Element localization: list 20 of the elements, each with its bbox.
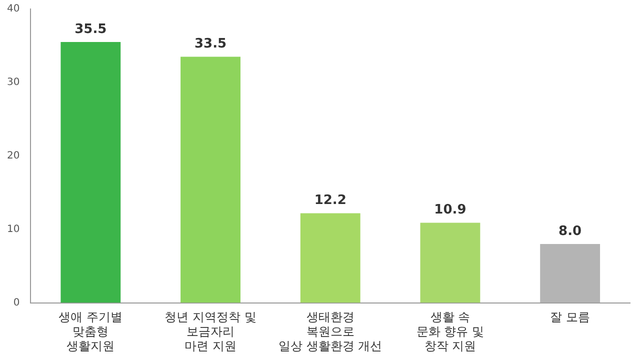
y-tick-label: 0 xyxy=(13,297,20,308)
bar xyxy=(300,213,360,303)
data-label: 12.2 xyxy=(314,193,346,208)
bar xyxy=(540,244,600,303)
x-tick-label: 생태환경 복원으로 일상 생활환경 개선 xyxy=(278,310,382,353)
x-tick-label: 청년 지역정착 및 보금자리 마련 지원 xyxy=(164,310,256,353)
data-label: 8.0 xyxy=(558,224,582,239)
x-tick-label: 잘 모름 xyxy=(550,310,590,324)
y-tick-label: 30 xyxy=(6,77,20,88)
x-tick-label: 생활 속 문화 향유 및 창작 지원 xyxy=(416,310,484,353)
bar xyxy=(420,222,480,303)
bar xyxy=(60,42,121,303)
x-tick-label: 생애 주기별 맞춤형 생활지원 xyxy=(58,310,123,353)
y-tick-label: 10 xyxy=(6,224,20,235)
data-label: 35.5 xyxy=(74,22,107,37)
y-tick-label: 20 xyxy=(6,150,20,162)
y-tick-label: 40 xyxy=(6,4,20,15)
bar xyxy=(180,56,240,303)
data-label: 10.9 xyxy=(434,202,466,218)
data-label: 33.5 xyxy=(194,36,227,52)
